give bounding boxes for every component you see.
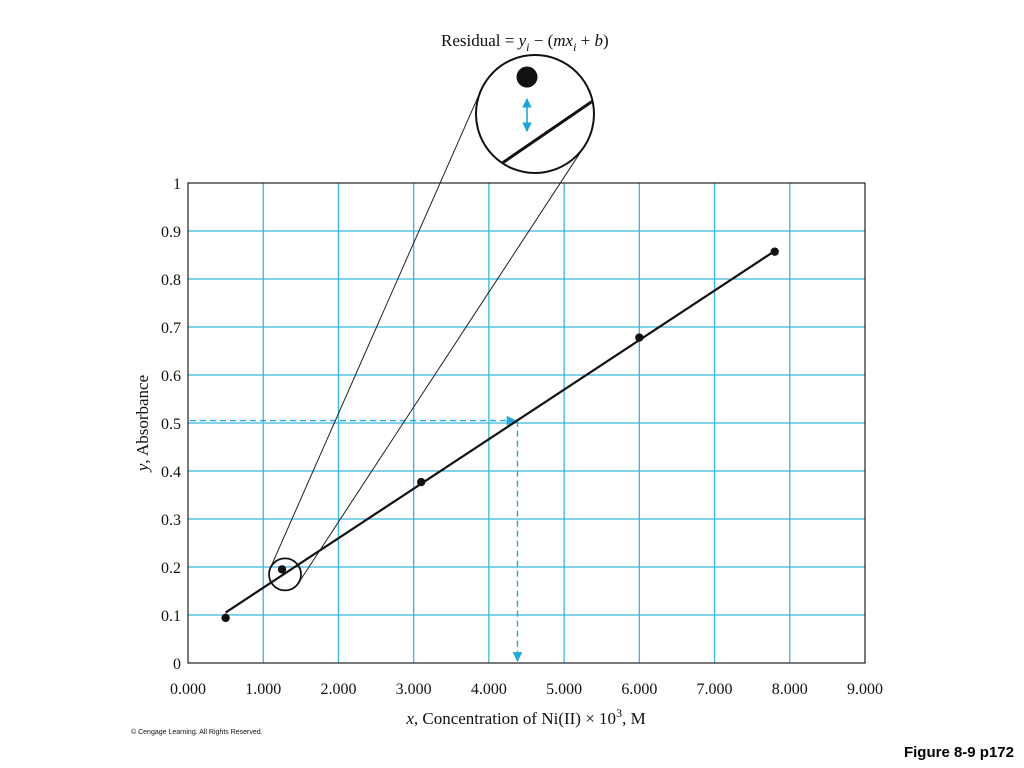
y-tick-label: 1 xyxy=(173,176,181,193)
y-tick-label: 0.3 xyxy=(161,512,181,529)
y-tick-label: 0.8 xyxy=(161,272,181,289)
x-tick-label: 0.000 xyxy=(170,681,206,698)
x-tick-label: 1.000 xyxy=(245,681,281,698)
y-tick-label: 0.7 xyxy=(161,320,181,337)
magnifier-connector-line xyxy=(269,89,482,569)
figure-label: Figure 8-9 p172 xyxy=(903,744,1014,761)
data-point xyxy=(416,477,426,487)
data-point xyxy=(221,613,230,623)
unknown-readout xyxy=(190,415,523,662)
residual-magnifier xyxy=(268,54,595,592)
y-tick-label: 0.2 xyxy=(161,560,181,577)
x-tick-label: 6.000 xyxy=(621,681,657,698)
x-tick-label: 8.000 xyxy=(772,681,808,698)
x-tick-label: 4.000 xyxy=(471,681,507,698)
magnified-data-point xyxy=(516,66,538,88)
data-point xyxy=(277,565,287,574)
x-tick-label: 3.000 xyxy=(396,681,432,698)
y-tick-label: 0.6 xyxy=(161,368,181,385)
x-tick-label: 9.000 xyxy=(847,681,883,698)
magnifier-connector-line xyxy=(297,146,585,584)
data-points xyxy=(221,247,779,623)
fit-line-group xyxy=(225,250,776,614)
x-tick-label: 5.000 xyxy=(546,681,582,698)
magnified-fit-line xyxy=(494,94,593,170)
magnifier-large-circle xyxy=(475,54,595,174)
y-tick-label: 0.9 xyxy=(161,224,181,241)
axes: 0.000 1.000 2.000 3.000 4.000 5.000 6.000 7.000… xyxy=(161,176,883,698)
x-axis-label: x, Concentration of Ni(II) × 103, M xyxy=(405,706,645,728)
grid xyxy=(188,183,865,663)
residual-annotation: Residual = yi − (mxi + b) xyxy=(441,31,609,54)
y-tick-label: 0.1 xyxy=(161,608,181,625)
copyright-notice: © Cengage Learning. All Rights Reserved. xyxy=(131,729,263,736)
fit-line xyxy=(225,250,776,614)
y-tick-label: 0 xyxy=(173,656,181,673)
magnifier-content xyxy=(494,66,593,170)
data-point xyxy=(635,333,644,342)
magnifier-small-circle xyxy=(268,557,302,592)
plot-frame xyxy=(187,182,866,664)
x-tick-label: 7.000 xyxy=(697,681,733,698)
y-tick-label: 0.5 xyxy=(161,416,181,433)
x-tick-label: 2.000 xyxy=(320,681,356,698)
y-axis-label: y, Absorbance xyxy=(133,375,152,473)
data-point xyxy=(770,247,779,256)
y-tick-label: 0.4 xyxy=(161,464,181,481)
